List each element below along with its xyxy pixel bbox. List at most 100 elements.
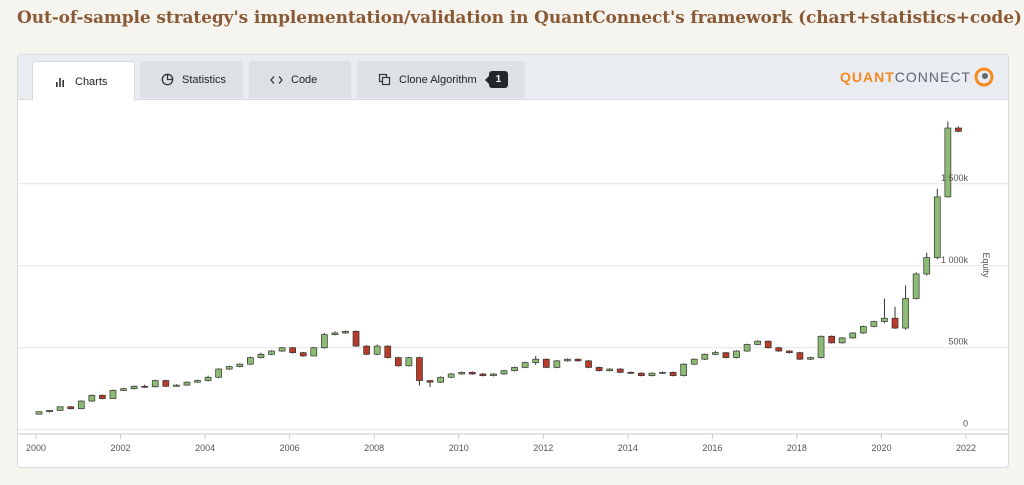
tab-statistics[interactable]: Statistics (140, 61, 243, 98)
chart-panel: Charts Statistics Code Clone Algorithm 1… (17, 54, 1009, 468)
tab-bar: Charts Statistics Code Clone Algorithm 1… (18, 55, 1008, 101)
candle (363, 345, 370, 356)
candle (648, 372, 656, 377)
candle (278, 346, 286, 352)
x-tick-label: 2022 (956, 443, 976, 453)
candle (352, 330, 360, 347)
candle (521, 361, 529, 369)
clone-count-badge: 1 (484, 71, 509, 88)
candle (870, 320, 878, 328)
candle (56, 406, 64, 411)
y-tick-label: 1 000k (941, 255, 969, 265)
candle (468, 371, 476, 375)
candle (616, 368, 624, 374)
x-tick-label: 2020 (871, 443, 891, 453)
candle (722, 351, 730, 359)
candle (109, 389, 117, 399)
x-tick-label: 2000 (26, 443, 46, 453)
candle (595, 366, 603, 372)
candle (247, 356, 254, 365)
tab-statistics-label: Statistics (182, 73, 227, 86)
x-tick-label: 2010 (449, 443, 469, 453)
candle (394, 356, 402, 367)
candle (426, 379, 434, 388)
candle (88, 394, 96, 402)
x-tick-label: 2012 (533, 443, 553, 453)
x-tick-label: 2014 (618, 443, 638, 453)
candle (500, 369, 508, 375)
candle (838, 337, 846, 344)
candle (183, 381, 191, 386)
candle (796, 351, 804, 361)
candle (764, 340, 772, 349)
candle (490, 373, 497, 377)
tab-code[interactable]: Code (249, 61, 351, 98)
y-tick-label: 1 500k (941, 173, 969, 183)
candle (669, 371, 677, 377)
candle (585, 360, 592, 369)
candle (384, 345, 392, 359)
candle (342, 330, 349, 334)
candle (828, 335, 835, 344)
candle (891, 306, 899, 329)
candle (933, 188, 941, 260)
y-tick-label: 500k (948, 337, 968, 347)
candle (775, 346, 783, 352)
grid-lines (18, 183, 1008, 431)
x-tick-label: 2004 (195, 443, 215, 453)
candle (944, 121, 952, 198)
candle (627, 371, 635, 374)
quantconnect-logo[interactable]: QUANT CONNECT (840, 67, 994, 87)
x-tick-label: 2008 (364, 443, 384, 453)
candle (912, 272, 920, 300)
candle (194, 379, 201, 383)
candle (754, 340, 761, 346)
x-tick-label: 2006 (280, 443, 300, 453)
candle (712, 351, 719, 356)
candle (437, 376, 444, 383)
clone-algorithm-label: Clone Algorithm (399, 73, 477, 86)
candle (257, 352, 265, 359)
candle (141, 384, 149, 388)
candle (320, 332, 328, 349)
candle (310, 346, 318, 357)
candle (659, 371, 666, 374)
x-tick-label: 2018 (787, 443, 807, 453)
candle (542, 358, 550, 369)
candle (701, 353, 709, 361)
candle (204, 375, 212, 382)
candle (268, 350, 275, 356)
candle (236, 363, 244, 368)
y-tick-label: 0 (963, 419, 968, 429)
equity-candlestick-chart[interactable]: 2000 2002 2004 2006 2008 2010 2012 2014 2016 2018… (18, 100, 1008, 466)
candle (447, 373, 455, 379)
candle (923, 252, 931, 276)
candle (807, 356, 814, 361)
candle (162, 379, 170, 388)
clone-algorithm-button[interactable]: Clone Algorithm 1 (357, 61, 525, 98)
candle (215, 368, 223, 379)
candle (785, 350, 793, 354)
candle (690, 358, 698, 365)
candle (299, 351, 307, 357)
candle (881, 298, 888, 324)
tab-charts[interactable]: Charts (32, 61, 135, 101)
candle (638, 372, 645, 377)
candle (511, 366, 518, 372)
candle (130, 385, 138, 390)
candle (46, 410, 53, 413)
x-tick-label: 2002 (111, 443, 131, 453)
candle (902, 285, 909, 330)
candle (458, 371, 466, 375)
candle (35, 411, 43, 415)
bar-chart-icon (53, 75, 67, 89)
candle (574, 358, 582, 362)
candle (479, 373, 487, 377)
clone-icon (377, 73, 391, 87)
tab-code-label: Code (291, 73, 318, 86)
candle (405, 356, 413, 367)
candle (680, 363, 688, 377)
candle (331, 331, 339, 336)
candle (564, 358, 571, 362)
candle (859, 325, 867, 334)
